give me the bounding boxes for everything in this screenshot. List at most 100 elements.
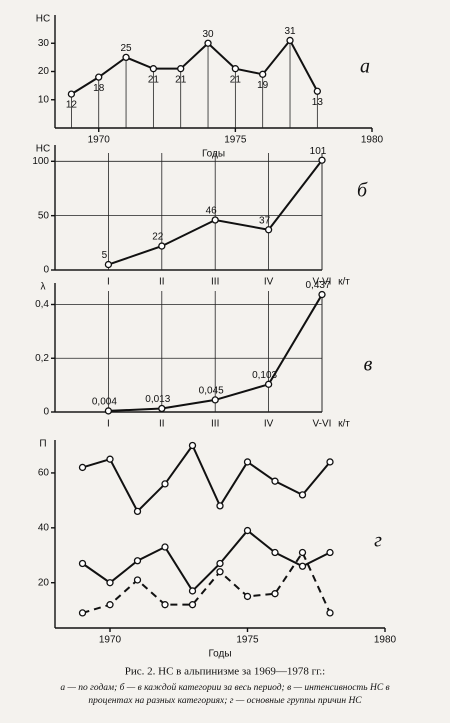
- panel-label: б: [357, 180, 368, 202]
- caption-line: процентах на разных категориях; г — осно…: [88, 696, 362, 706]
- data-point: [158, 404, 166, 413]
- data-point: [133, 507, 142, 516]
- data-point: [122, 53, 130, 62]
- data-point: [243, 458, 252, 466]
- y-tick-label: 30: [38, 38, 50, 49]
- data-point: [106, 601, 114, 609]
- data-point: [133, 576, 142, 584]
- data-label: 0,013: [145, 394, 170, 405]
- data-point: [104, 260, 113, 269]
- y-axis-label: П: [39, 439, 46, 450]
- x-tick-label: 1975: [236, 635, 259, 646]
- x-tick-label: IV: [264, 419, 274, 430]
- data-point: [188, 441, 197, 450]
- data-point: [216, 559, 224, 568]
- y-tick-label: 0,2: [35, 353, 49, 364]
- x-axis-label: Годы: [208, 649, 231, 660]
- data-point: [318, 290, 326, 299]
- data-point: [264, 226, 273, 234]
- data-label: 12: [66, 100, 78, 111]
- data-point: [318, 156, 326, 164]
- data-label: 0,437: [305, 280, 330, 291]
- data-point: [188, 587, 197, 595]
- y-tick-label: 60: [38, 468, 50, 479]
- data-label: 19: [257, 80, 269, 91]
- y-axis-label: λ: [41, 282, 46, 293]
- data-point: [298, 491, 307, 499]
- data-label: 18: [93, 83, 105, 94]
- data-label: 0,004: [92, 397, 117, 408]
- x-tick-label: V-VI: [313, 277, 332, 288]
- data-point: [106, 579, 114, 587]
- x-tick-label: I: [107, 419, 110, 430]
- data-point: [326, 609, 334, 617]
- y-tick-label: 0: [43, 265, 49, 276]
- data-point: [298, 548, 307, 557]
- data-point: [177, 65, 185, 73]
- data-point: [211, 396, 219, 404]
- data-point: [271, 590, 279, 598]
- panel-label: а: [360, 56, 370, 78]
- x-tick-label: 1980: [374, 635, 397, 646]
- x-tick-label: 1980: [361, 135, 384, 146]
- data-point: [216, 502, 224, 510]
- data-point: [133, 557, 142, 565]
- data-point: [271, 477, 279, 485]
- series-line: [70, 38, 319, 95]
- panel-label: г: [374, 530, 382, 552]
- series-line: [82, 443, 331, 514]
- x-tick-label: II: [159, 419, 165, 430]
- y-tick-label: 50: [38, 210, 50, 221]
- x-tick-label: III: [211, 419, 219, 430]
- data-point: [161, 480, 169, 488]
- x-tick-label: IV: [264, 277, 274, 288]
- data-label: 37: [259, 215, 271, 226]
- x-tick-label: V-VI: [313, 419, 332, 430]
- data-point: [78, 609, 87, 617]
- data-point: [188, 601, 197, 609]
- data-point: [298, 562, 307, 570]
- data-point: [313, 87, 321, 95]
- data-label: 101: [310, 146, 327, 157]
- x-tick-label: 1975: [224, 135, 247, 146]
- data-point: [216, 568, 224, 576]
- y-axis-label: НС: [36, 144, 50, 155]
- x-axis-label: к/т: [338, 277, 350, 288]
- data-point: [286, 36, 294, 45]
- y-tick-label: 100: [32, 156, 49, 167]
- data-point: [243, 592, 252, 601]
- data-point: [161, 601, 169, 609]
- x-tick-label: II: [159, 277, 165, 288]
- panel-label: в: [364, 354, 373, 376]
- data-point: [271, 548, 279, 557]
- data-label: 21: [175, 74, 187, 85]
- y-axis-label: НС: [36, 14, 50, 25]
- y-tick-label: 40: [38, 522, 50, 533]
- series-line: [81, 529, 331, 593]
- data-label: 21: [230, 74, 242, 85]
- x-axis-label: Годы: [202, 149, 225, 160]
- data-point: [264, 380, 273, 388]
- data-label: 0,045: [199, 386, 224, 397]
- x-axis-label: к/т: [338, 419, 350, 430]
- data-label: 30: [202, 29, 214, 40]
- data-point: [326, 548, 334, 557]
- y-tick-label: 20: [38, 66, 50, 77]
- data-point: [259, 70, 267, 78]
- caption-title: Рис. 2. НС в альпинизме за 1969—1978 гг.…: [125, 666, 326, 678]
- data-point: [78, 559, 87, 568]
- data-point: [158, 242, 166, 250]
- data-point: [326, 458, 334, 466]
- data-point: [211, 216, 219, 224]
- data-point: [149, 65, 158, 73]
- data-label: 13: [312, 97, 324, 108]
- y-tick-label: 0: [43, 407, 49, 418]
- x-tick-label: 1970: [99, 635, 122, 646]
- data-label: 5: [102, 250, 108, 261]
- y-tick-label: 20: [38, 577, 50, 588]
- data-point: [161, 543, 169, 551]
- x-tick-label: III: [211, 277, 219, 288]
- data-label: 46: [206, 206, 218, 217]
- data-point: [204, 39, 212, 47]
